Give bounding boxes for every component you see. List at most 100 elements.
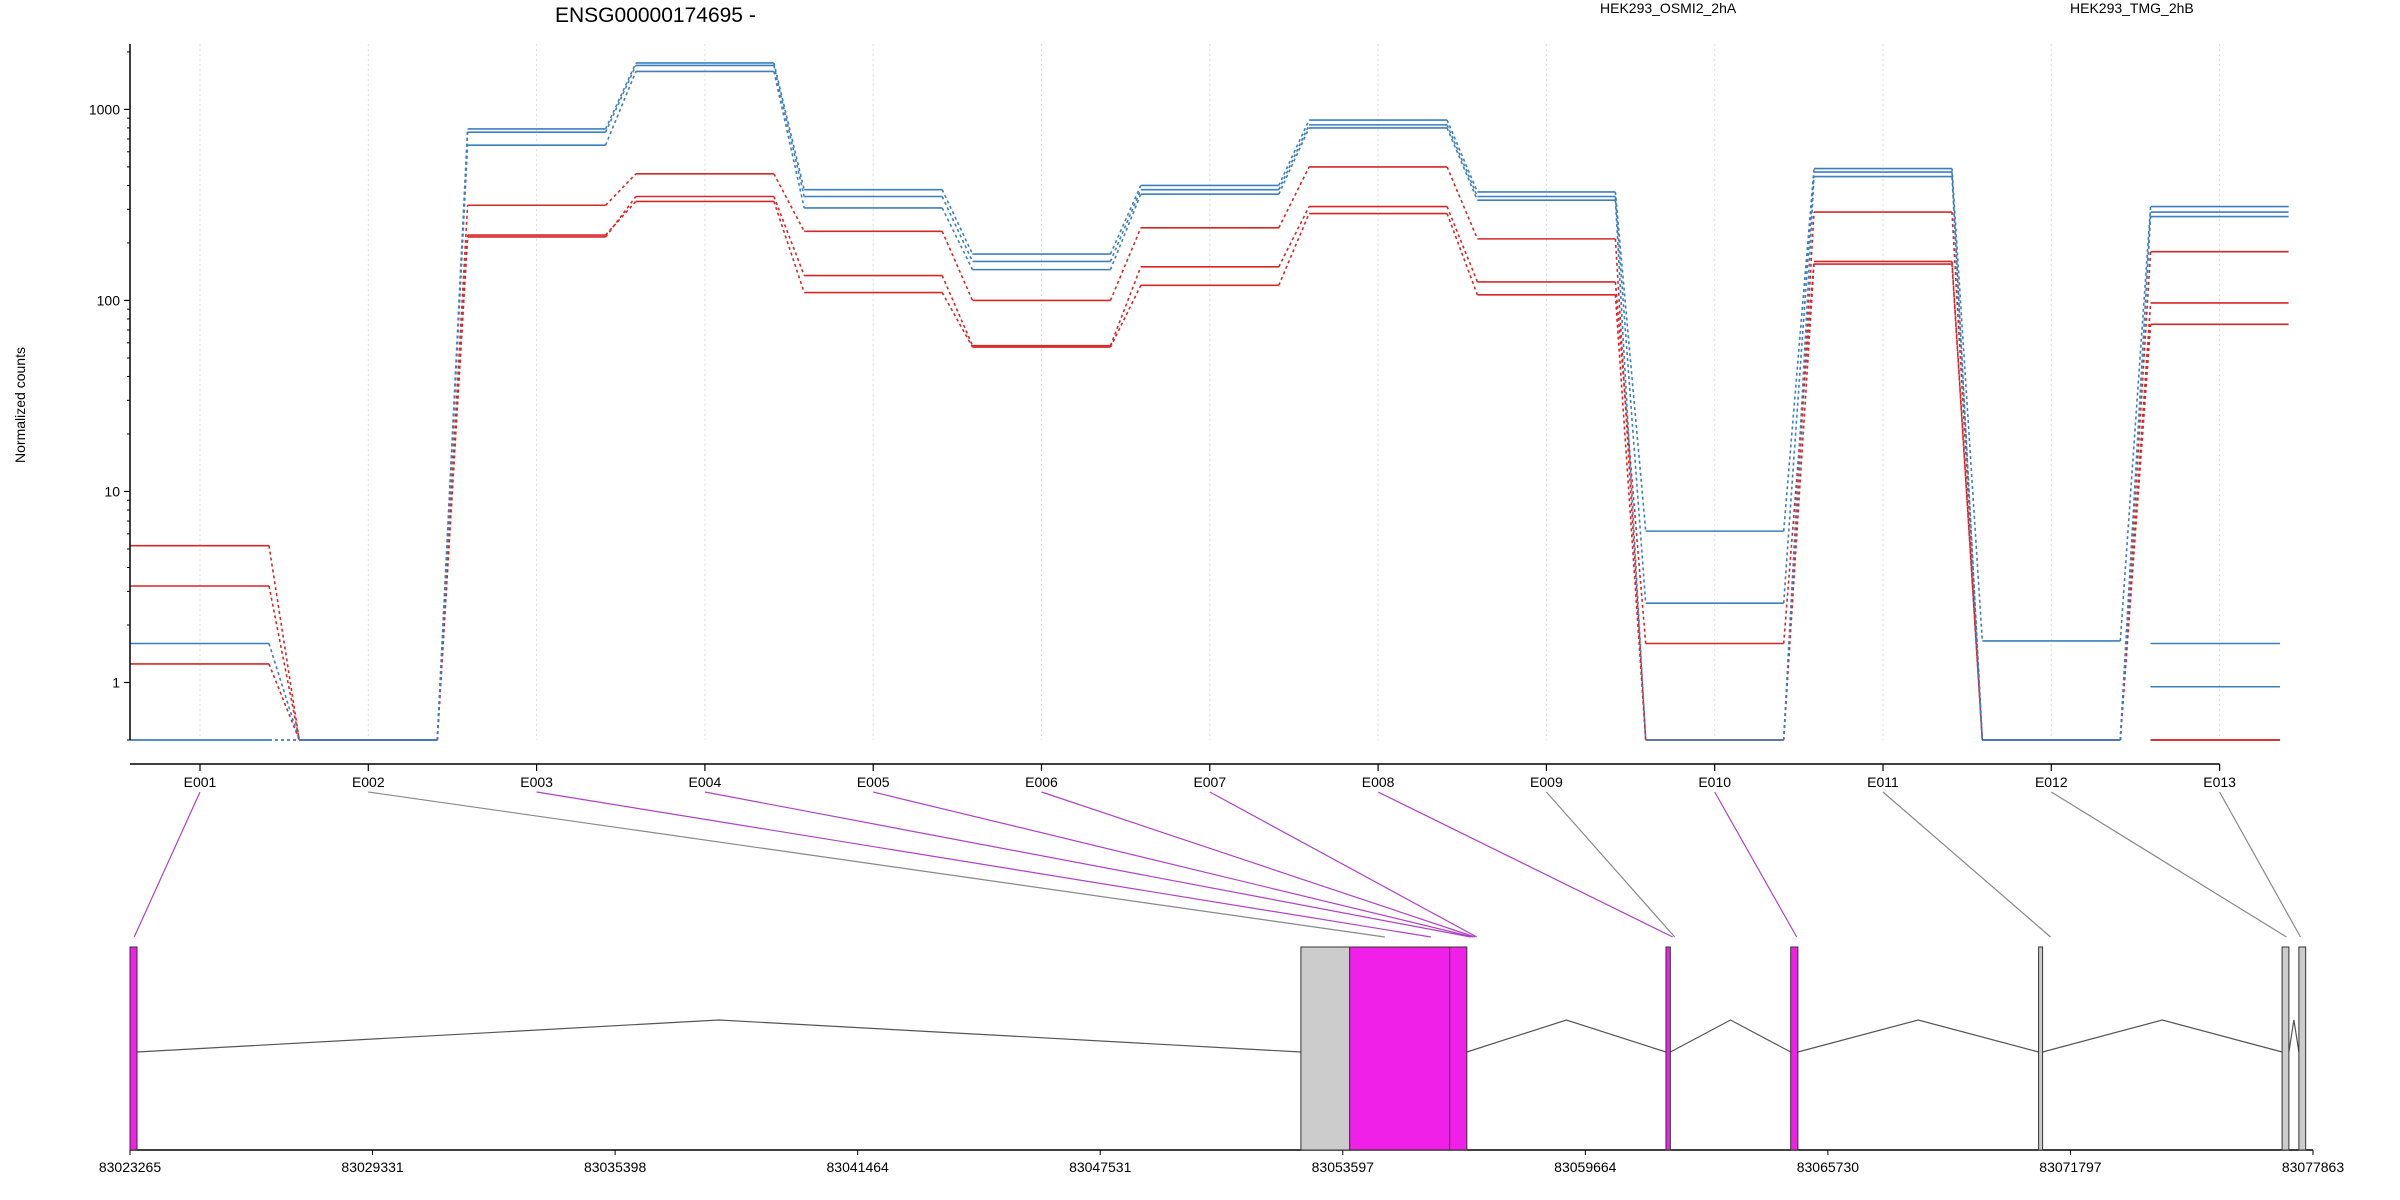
y-tick-label: 10 — [104, 483, 120, 499]
series-transition — [1614, 196, 1647, 604]
series-transition — [1951, 261, 1984, 741]
genomic-tick-label: 83053597 — [1312, 1159, 1375, 1175]
series-transition — [941, 292, 974, 348]
series-transition — [436, 234, 469, 741]
series-transition — [1951, 264, 1984, 741]
series-transition — [268, 585, 301, 741]
exon-block — [1449, 946, 1468, 1151]
exon-block — [129, 946, 138, 1151]
series-transition — [2119, 302, 2152, 741]
series-transition — [941, 275, 974, 346]
y-tick-label: 1000 — [89, 101, 120, 117]
series-transition — [941, 196, 974, 262]
exon-block — [2281, 946, 2290, 1151]
genomic-tick-label: 83041464 — [827, 1159, 890, 1175]
genomic-tick-label: 83035398 — [584, 1159, 647, 1175]
exon-connector — [704, 791, 1471, 938]
y-axis-label: Normalized counts — [12, 347, 28, 463]
series-transition — [773, 201, 805, 293]
series-transition — [1109, 189, 1142, 262]
legend-label-osmi2: HEK293_OSMI2_2hA — [1600, 0, 1737, 16]
grid-lines — [199, 44, 2221, 740]
series-transition — [1782, 168, 1815, 532]
exon-block — [1790, 946, 1799, 1151]
series-transition — [773, 71, 805, 209]
series-transition — [605, 173, 637, 206]
x-tick-label: E005 — [857, 774, 890, 790]
legend-label-tmg: HEK293_TMG_2hB — [2070, 0, 2194, 16]
y-tick-label: 1 — [112, 674, 120, 690]
exon-connector — [1377, 791, 1674, 938]
exon-block — [2298, 946, 2307, 1151]
series-transition — [1109, 227, 1142, 301]
series-transition — [1446, 206, 1479, 283]
exon-links — [133, 791, 2302, 938]
series-transition — [1782, 264, 1815, 741]
series-transition — [1109, 193, 1142, 270]
series-transition — [1951, 176, 1984, 741]
series-transition — [773, 62, 805, 190]
series-transition — [604, 71, 637, 146]
series-transition — [1782, 176, 1815, 741]
exon-block — [2038, 946, 2044, 1151]
exon-connector — [2219, 791, 2302, 938]
x-tick-label: E012 — [2035, 774, 2068, 790]
series-transition — [604, 65, 637, 133]
series-transition — [605, 200, 637, 236]
exon-block — [1349, 946, 1451, 1151]
intron-line — [2042, 1019, 2283, 1053]
exon-connector — [2050, 791, 2287, 938]
series-transition — [1109, 266, 1142, 346]
x-tick-label: E011 — [1867, 774, 1899, 790]
plot-axes: 1 10 100 1000 E001 E002 E003 E004 E005 E006 E007 E0… — [89, 44, 2236, 790]
series-transition — [1614, 294, 1647, 741]
x-tick-label: E010 — [1698, 774, 1731, 790]
gene-model: 83023265 83029331 83035398 83041464 83047531… — [99, 946, 2345, 1175]
plot-series — [130, 62, 2289, 741]
exon-connector — [1041, 791, 1476, 938]
exon-connector — [536, 791, 1431, 938]
series-transition — [1278, 119, 1310, 186]
series-transition — [773, 65, 805, 197]
series-transition — [1446, 127, 1479, 201]
series-transition — [604, 62, 637, 130]
series-transition — [2119, 216, 2152, 741]
series-transition — [773, 196, 805, 276]
series-transition — [1446, 124, 1479, 197]
x-tick-label: E006 — [1025, 774, 1058, 790]
series-transition — [1278, 206, 1310, 268]
series-transition — [773, 173, 805, 232]
series-transition — [941, 189, 974, 255]
x-tick-label: E009 — [1530, 774, 1563, 790]
chart-title: ENSG00000174695 - — [555, 4, 756, 27]
intron-line — [1466, 1019, 1667, 1053]
x-tick-label: E007 — [1193, 774, 1226, 790]
x-tick-label: E003 — [520, 774, 553, 790]
exon-connector — [1209, 791, 1478, 938]
y-tick-label: 100 — [97, 292, 121, 308]
exon-connector — [133, 791, 201, 938]
genomic-tick-label: 83071797 — [2039, 1159, 2102, 1175]
genomic-tick-label: 83047531 — [1069, 1159, 1132, 1175]
series-transition — [1109, 185, 1142, 255]
genomic-tick-label: 83077863 — [2282, 1159, 2345, 1175]
series-transition — [1782, 171, 1815, 604]
exon-connector — [368, 791, 1385, 938]
series-transition — [1109, 284, 1142, 348]
series-transition — [1446, 213, 1479, 296]
exon-connector — [1714, 791, 1798, 938]
x-tick-label: E013 — [2203, 774, 2236, 790]
x-tick-label: E002 — [352, 774, 385, 790]
exon-connector — [873, 791, 1473, 938]
series-transition — [1278, 127, 1310, 195]
series-line — [130, 70, 2289, 741]
series-transition — [941, 231, 974, 301]
series-transition — [1278, 124, 1310, 191]
exon-block — [1665, 946, 1671, 1151]
genomic-tick-label: 83065730 — [1797, 1159, 1860, 1175]
series-transition — [1614, 200, 1647, 741]
series-transition — [436, 205, 469, 741]
series-transition — [1782, 261, 1815, 644]
intron-line — [1670, 1019, 1791, 1053]
